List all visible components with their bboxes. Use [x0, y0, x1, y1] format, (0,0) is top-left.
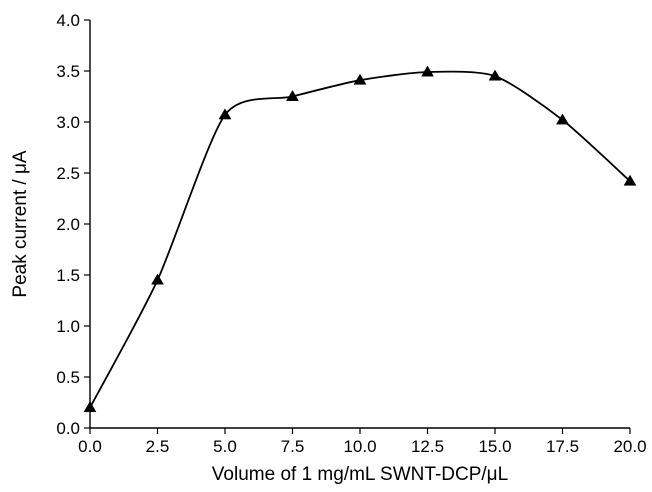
y-tick-label: 2.5	[56, 164, 80, 183]
x-tick-label: 17.5	[546, 437, 579, 456]
data-point-triangle	[151, 273, 164, 285]
x-tick-label: 15.0	[478, 437, 511, 456]
x-tick-label: 0.0	[78, 437, 102, 456]
x-tick-label: 10.0	[343, 437, 376, 456]
data-point-triangle	[556, 113, 569, 125]
data-point-triangle	[83, 401, 97, 413]
data-point-triangle	[286, 90, 299, 101]
x-axis-label: Volume of 1 mg/mL SWNT-DCP/μL	[212, 464, 508, 485]
y-tick-label: 1.0	[56, 317, 80, 336]
y-tick-label: 3.0	[56, 113, 80, 132]
x-ticks: 0.0 2.5 5.0 7.5 10.0 12.5 15.0 17.5 20.0	[78, 428, 647, 456]
y-tick-label: 1.5	[56, 266, 80, 285]
y-axis-label: Peak current / μA	[10, 150, 31, 298]
x-tick-label: 5.0	[213, 437, 237, 456]
x-tick-label: 12.5	[411, 437, 444, 456]
data-point-triangle	[421, 65, 434, 77]
y-tick-label: 4.0	[56, 11, 80, 30]
y-tick-label: 0.0	[56, 419, 80, 438]
series-line	[89, 70, 631, 409]
data-point-triangle	[353, 73, 367, 85]
y-tick-label: 0.5	[56, 368, 80, 387]
series	[83, 65, 637, 413]
x-tick-label: 7.5	[281, 437, 305, 456]
x-tick-label: 20.0	[613, 437, 646, 456]
y-ticks: 0.0 0.5 1.0 1.5 2.0 2.5 3.0 3.5 4.0	[56, 11, 90, 438]
data-point-triangle	[488, 69, 502, 81]
y-tick-label: 3.5	[56, 62, 80, 81]
data-point-triangle	[623, 174, 637, 186]
x-tick-label: 2.5	[146, 437, 170, 456]
data-point-triangle	[218, 108, 232, 120]
y-tick-label: 2.0	[56, 215, 80, 234]
